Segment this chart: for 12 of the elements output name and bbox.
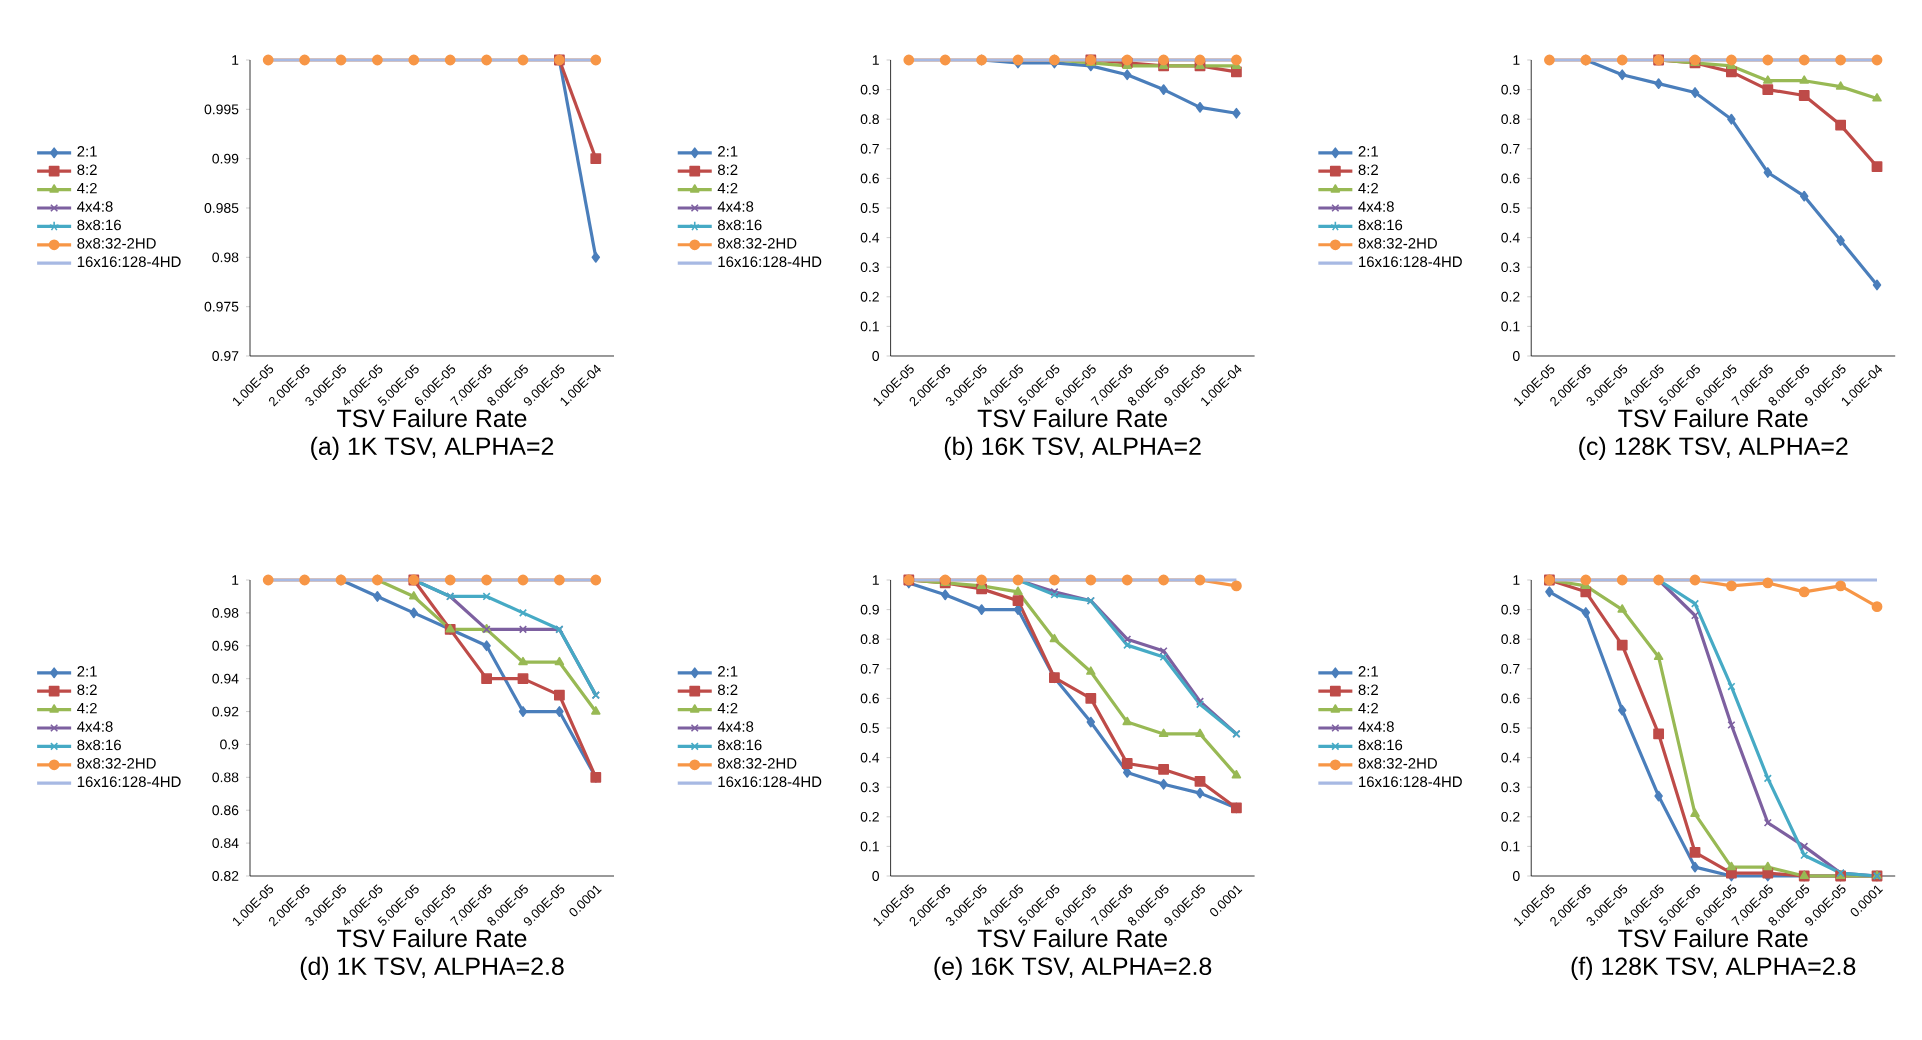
x-axis-title: TSV Failure Rate (337, 408, 527, 428)
text: (a) 1K TSV, ALPHA=2 (311, 436, 554, 460)
x-axis-title: TSV Failure Rate (977, 408, 1167, 428)
x-axis-title: TSV Failure Rate (1618, 928, 1808, 948)
text: (d) 1K TSV, ALPHA=2.8 (300, 956, 564, 980)
x-axis-title: TSV Failure Rate (337, 928, 527, 948)
text: (b) 16K TSV, ALPHA=2 (944, 436, 1201, 460)
text: (c) 128K TSV, ALPHA=2 (1579, 436, 1848, 460)
x-axis-title: TSV Failure Rate (977, 928, 1167, 948)
x-axis-title: TSV Failure Rate (1618, 408, 1808, 428)
text: (f) 128K TSV, ALPHA=2.8 (1571, 956, 1856, 980)
text: (e) 16K TSV, ALPHA=2.8 (934, 956, 1212, 980)
